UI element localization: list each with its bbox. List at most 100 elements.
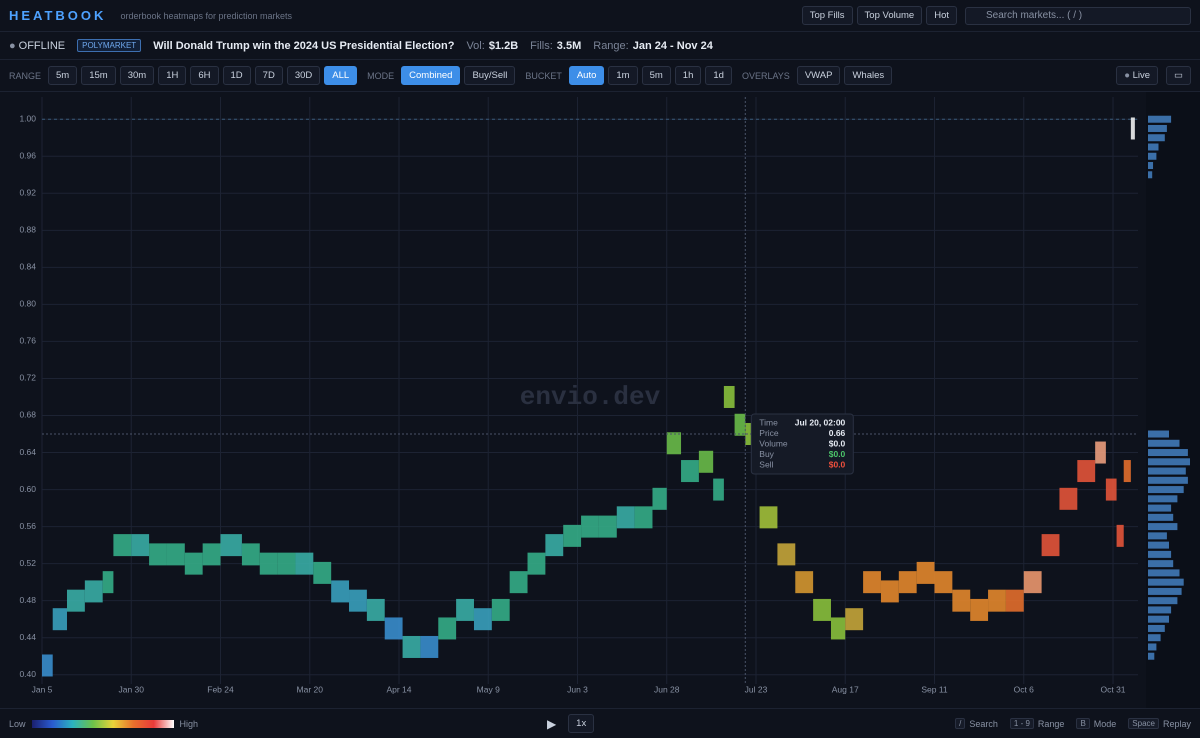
heat-cell: [166, 543, 185, 566]
color-scale: [31, 719, 174, 728]
tooltip-label: Time: [759, 417, 778, 427]
heat-cell: [384, 617, 403, 640]
depth-bar: [1148, 634, 1161, 642]
depth-bar: [1148, 523, 1178, 531]
depth-bar: [1148, 124, 1167, 132]
tooltip-value: 0.66: [829, 428, 846, 438]
control-group-label: OVERLAYS: [741, 70, 790, 81]
y-tick-label: 0.52: [19, 558, 36, 568]
control-button[interactable]: Combined: [401, 66, 461, 85]
speed-button[interactable]: 1x: [568, 714, 595, 733]
shortcut-text: Replay: [1162, 718, 1191, 729]
heat-cell: [1077, 460, 1096, 483]
heat-cell: [491, 598, 510, 621]
control-button[interactable]: Buy/Sell: [464, 66, 516, 85]
control-group-label: RANGE: [9, 70, 42, 81]
heat-cell: [813, 598, 831, 621]
logo[interactable]: HEATBOOK: [9, 8, 107, 23]
heat-cell: [598, 515, 617, 538]
depth-bar: [1148, 467, 1186, 475]
control-button[interactable]: 7D: [254, 66, 283, 85]
heat-cell: [681, 460, 699, 483]
heat-cell: [652, 487, 667, 510]
depth-bar: [1148, 134, 1165, 142]
live-label: Live: [1132, 70, 1151, 81]
control-button[interactable]: 15m: [81, 66, 116, 85]
top-fills-button[interactable]: Top Fills: [801, 6, 853, 25]
heat-cell: [545, 534, 564, 557]
control-button[interactable]: ALL: [324, 66, 358, 85]
depth-bar: [1148, 430, 1169, 438]
heat-cell: [277, 552, 296, 575]
tooltip-value: $0.0: [829, 459, 846, 469]
control-button[interactable]: 1d: [705, 66, 732, 85]
x-tick-label: Jun 28: [654, 684, 680, 694]
tooltip-label: Buy: [759, 449, 774, 459]
range-label: Range:: [593, 39, 629, 52]
depth-bar: [1148, 550, 1172, 558]
x-tick-label: May 9: [477, 684, 500, 694]
heat-cell: [934, 571, 953, 594]
heat-cell: [916, 561, 935, 584]
control-button[interactable]: 5m: [48, 66, 78, 85]
y-tick-label: 0.92: [19, 188, 36, 198]
live-button[interactable]: ● Live: [1116, 66, 1159, 85]
heat-cell: [184, 552, 203, 575]
tooltip-value: $0.0: [829, 438, 846, 448]
status-dot: ●: [9, 39, 16, 52]
depth-bar: [1148, 486, 1184, 494]
depth-bar: [1148, 532, 1167, 540]
control-button[interactable]: 5m: [641, 66, 671, 85]
tooltip-value: Jul 20, 02:00: [795, 417, 846, 427]
camera-button[interactable]: ▭: [1166, 66, 1191, 85]
search-input[interactable]: Search markets... ( / ): [965, 6, 1191, 25]
heat-cell: [1095, 441, 1106, 464]
control-button[interactable]: 30D: [286, 66, 321, 85]
heat-cell: [331, 580, 350, 603]
depth-bar: [1148, 606, 1172, 614]
control-button[interactable]: 30m: [119, 66, 155, 85]
heat-cell: [42, 654, 53, 677]
heat-cell: [1059, 487, 1078, 510]
control-button[interactable]: 1m: [608, 66, 638, 85]
control-button[interactable]: Whales: [844, 66, 893, 85]
control-button[interactable]: Auto: [568, 66, 605, 85]
x-tick-label: Mar 20: [297, 684, 324, 694]
control-button[interactable]: 1D: [222, 66, 251, 85]
range: Jan 24 - Nov 24: [632, 39, 713, 52]
control-button[interactable]: VWAP: [796, 66, 841, 85]
heat-cell: [349, 589, 367, 612]
play-button[interactable]: ▶: [546, 716, 557, 731]
y-tick-label: 0.80: [19, 299, 36, 309]
control-button[interactable]: 1h: [674, 66, 702, 85]
depth-bar: [1148, 115, 1172, 123]
control-button[interactable]: 1H: [158, 66, 187, 85]
heat-cell: [795, 571, 814, 594]
high-label: High: [179, 718, 199, 729]
y-tick-label: 0.40: [19, 669, 36, 679]
heat-cell: [581, 515, 599, 538]
heat-cell: [563, 524, 582, 547]
y-tick-label: 0.48: [19, 595, 36, 605]
tooltip: [750, 413, 854, 475]
depth-bar: [1148, 171, 1153, 179]
heat-cell: [149, 543, 167, 566]
y-tick-label: 0.56: [19, 521, 36, 531]
x-tick-label: Sep 11: [921, 684, 948, 694]
x-tick-label: Jan 5: [32, 684, 53, 694]
tagline: orderbook heatmaps for prediction market…: [120, 10, 293, 21]
depth-bar: [1148, 495, 1178, 503]
top-volume-button[interactable]: Top Volume: [856, 6, 923, 25]
heat-cell: [759, 506, 778, 529]
tooltip-value: $0.0: [829, 449, 846, 459]
control-button[interactable]: 6H: [190, 66, 219, 85]
heat-cell: [259, 552, 278, 575]
heat-cell: [84, 580, 103, 603]
status: OFFLINE: [18, 39, 66, 52]
x-tick-label: Apr 14: [386, 684, 411, 694]
x-tick-label: Jan 30: [118, 684, 144, 694]
market-bar: ● OFFLINE POLYMARKET Will Donald Trump w…: [0, 32, 1200, 60]
hot-button[interactable]: Hot: [926, 6, 957, 25]
